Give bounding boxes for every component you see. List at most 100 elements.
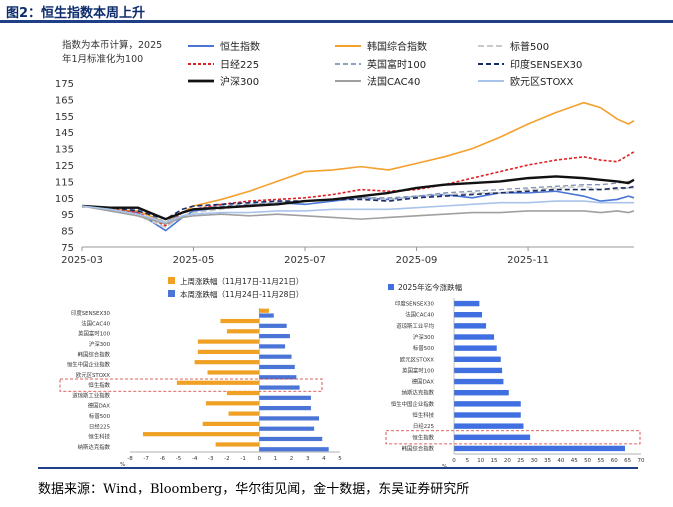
- category-label-2: 英国富时100: [78, 330, 110, 338]
- legend-label-2: 标普500: [510, 40, 549, 53]
- x-tick-label-5: -3: [208, 456, 214, 462]
- title-divider: [0, 20, 673, 23]
- bar-0-0: [259, 308, 269, 313]
- legend-label-1: 本周涨跌幅（11月24日-11月28日）: [180, 289, 303, 299]
- category-label-3: 沪深300: [413, 333, 435, 341]
- category-label-9: 恒生中国企业指数: [391, 400, 435, 408]
- weekly-legend: 上周涨跌幅（11月17日-11月21日） 本周涨跌幅（11月24日-11月28日）: [168, 276, 303, 299]
- legend-label-5: 印度SENSEX30: [510, 58, 582, 71]
- category-label-5: 欧元区STOXX: [400, 355, 434, 363]
- category-label-13: 韩国综合指数: [402, 444, 435, 452]
- x-tick-label-1: -7: [143, 456, 149, 462]
- bar-1-9: [259, 406, 311, 411]
- ytd-bars: [385, 300, 641, 452]
- legend-label-1: 韩国综合指数: [367, 40, 427, 53]
- bar-0: [454, 300, 480, 307]
- bar-0-10: [228, 411, 260, 416]
- bar-0-12: [142, 432, 260, 437]
- source-divider: [38, 467, 638, 469]
- category-label-11: 日经225: [413, 422, 434, 430]
- legend-label-3: 日经225: [220, 58, 259, 71]
- bar-9: [454, 401, 521, 407]
- y-tick-label-9: 165: [55, 95, 74, 106]
- x-tick-label-3: 2025-09: [396, 255, 438, 266]
- category-label-12: 恒生指数: [412, 433, 434, 441]
- highlight-box: [385, 430, 641, 445]
- x-tick-label-12: 4: [322, 456, 326, 462]
- bar-7: [454, 378, 504, 385]
- category-label-8: 道琼斯工业指数: [72, 391, 110, 399]
- bar-0-8: [226, 390, 260, 396]
- category-label-6: 欧元区STOXX: [76, 371, 110, 379]
- series-line-4: [81, 180, 634, 224]
- x-tick-label-1: 2025-05: [173, 255, 215, 266]
- x-tick-label-2: 10: [477, 458, 484, 464]
- category-label-0: 印度SENSEX30: [395, 300, 435, 308]
- bar-3: [454, 334, 495, 340]
- category-label-6: 英国富时100: [402, 366, 434, 374]
- y-tick-label-6: 135: [55, 145, 74, 156]
- category-label-1: 法国CAC40: [405, 311, 434, 319]
- bar-0-2: [226, 329, 260, 334]
- bar-1-13: [259, 447, 329, 452]
- bar-0-3: [197, 339, 260, 344]
- bar-0-13: [215, 442, 260, 447]
- bar-1-5: [259, 364, 295, 370]
- category-label-9: 德国DAX: [88, 402, 111, 410]
- x-axis-unit: %: [120, 462, 125, 467]
- x-tick-label-3: -5: [176, 456, 182, 462]
- bar-1-6: [259, 375, 297, 380]
- weekly-axis: 印度SENSEX30 法国CAC40 英国富时100 沪深300 韩国综合指数恒生中国企…: [67, 308, 342, 467]
- bar-1-8: [259, 395, 311, 400]
- legend-label-0: 2025年迄今涨跌幅: [398, 282, 463, 292]
- legend-label-4: 英国富时100: [367, 58, 426, 71]
- category-label-7: 恒生指数: [88, 381, 110, 389]
- ytd-change-bar-chart: 2025年迄今涨跌幅 印度SENSEX30 法国CAC40 道琼斯工业平均沪深300…: [385, 282, 645, 467]
- bar-13: [454, 445, 625, 452]
- y-axis-note-line2: 年1月标准化为100: [62, 53, 143, 65]
- x-tick-label-10: 50: [584, 458, 591, 464]
- line-chart: 75 85 95 105 115 125 135 145 155 165 175 2025-03 202…: [55, 39, 635, 266]
- line-chart-axes: 75 85 95 105 115 125 135 145 155 165 175 2025-03 202…: [55, 79, 634, 266]
- category-label-4: 标普500: [413, 344, 435, 352]
- x-tick-label-9: 45: [571, 458, 578, 464]
- x-tick-label-11: 3: [306, 456, 310, 462]
- series-line-5: [81, 185, 635, 220]
- x-tick-label-0: 2025-03: [61, 255, 103, 266]
- category-label-5: 恒生中国企业指数: [67, 361, 111, 369]
- bar-1-3: [259, 344, 286, 349]
- category-label-3: 沪深300: [89, 340, 111, 348]
- x-tick-label-5: 25: [517, 458, 524, 464]
- bar-0-9: [205, 401, 260, 406]
- x-tick-label-7: -1: [240, 456, 245, 462]
- y-tick-label-8: 155: [55, 112, 74, 123]
- y-tick-label-4: 115: [55, 177, 74, 188]
- legend-label-8: 欧元区STOXX: [510, 76, 574, 88]
- bar-1-1: [259, 323, 287, 328]
- x-tick-label-4: 2025-11: [507, 255, 549, 266]
- y-tick-label-10: 175: [55, 79, 74, 90]
- category-label-10: 标普500: [89, 412, 111, 420]
- y-tick-label-3: 105: [55, 194, 74, 205]
- legend-label-0: 上周涨跌幅（11月17日-11月21日）: [180, 276, 303, 286]
- x-tick-label-4: -4: [192, 456, 198, 462]
- bar-11: [454, 423, 524, 429]
- bar-4: [454, 345, 497, 351]
- x-tick-label-10: 2: [290, 456, 294, 462]
- bar-1-0: [259, 313, 274, 318]
- category-label-4: 韩国综合指数: [78, 350, 111, 358]
- y-tick-label-2: 95: [61, 210, 74, 221]
- category-label-0: 印度SENSEX30: [71, 309, 111, 317]
- legend-label-0: 恒生指数: [220, 40, 260, 53]
- category-label-13: 纳斯达克指数: [78, 443, 111, 451]
- y-axis-note-line1: 指数为本币计算，2025: [62, 39, 162, 51]
- x-tick-label-13: 5: [338, 456, 342, 462]
- series-line-3: [81, 151, 635, 227]
- legend-swatch-0: [388, 284, 394, 290]
- bar-12: [454, 434, 531, 440]
- category-label-2: 道琼斯工业平均: [396, 322, 434, 330]
- bar-1-11: [259, 426, 315, 431]
- legend-label-6: 沪深300: [220, 75, 259, 88]
- bar-1-4: [259, 354, 292, 359]
- x-tick-label-11: 55: [597, 458, 604, 464]
